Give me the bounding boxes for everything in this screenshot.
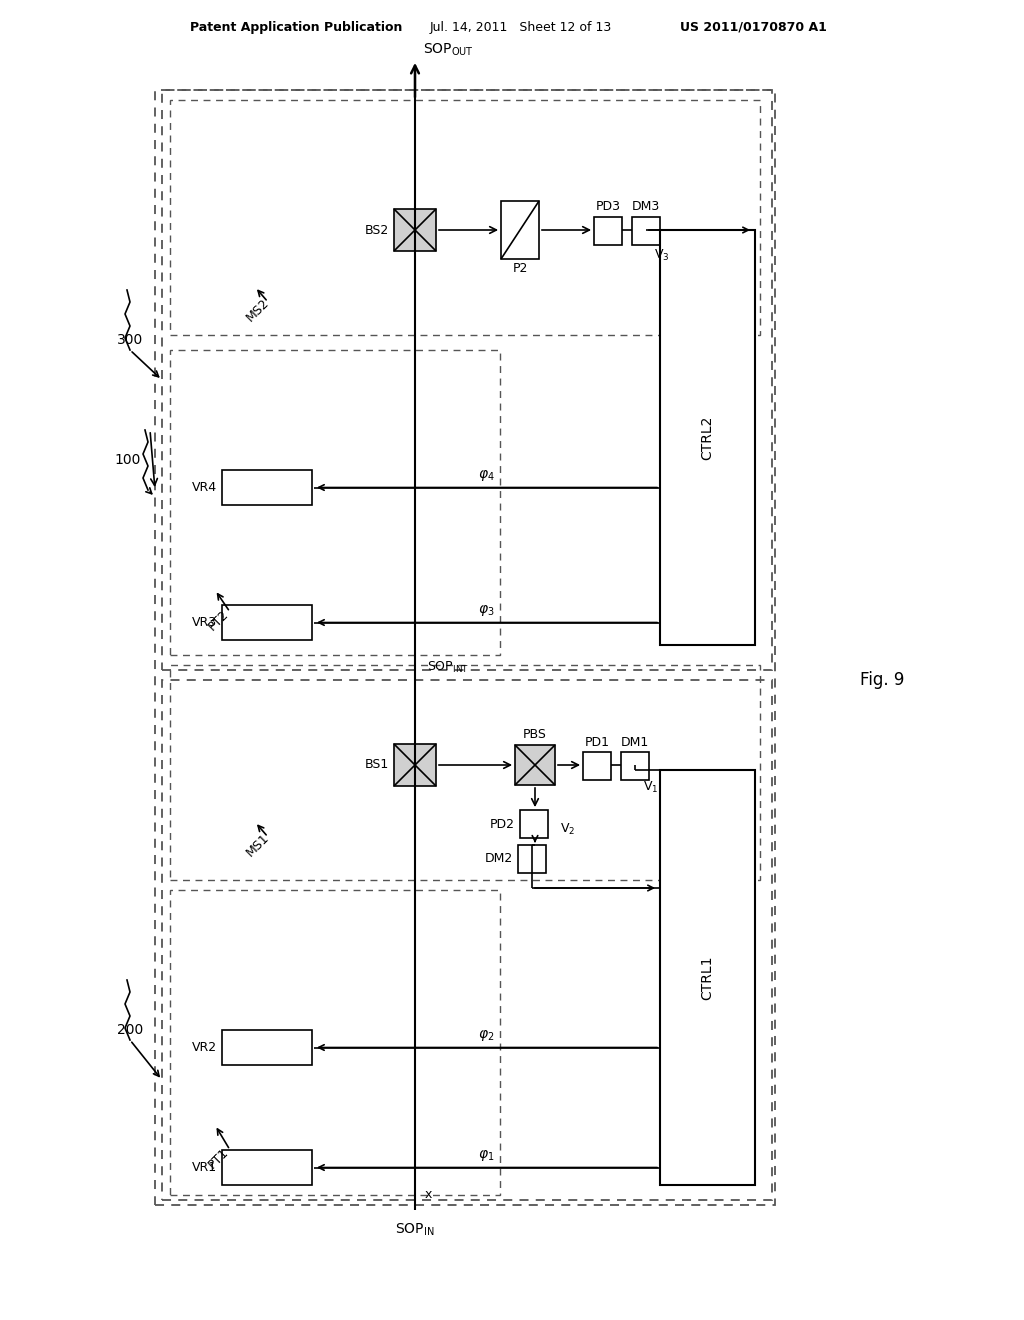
Bar [394,209,436,251]
Text: $\varphi_2$: $\varphi_2$ [478,1028,495,1043]
Bar [660,770,755,1185]
Bar [155,90,775,1205]
Text: DM2: DM2 [484,853,513,866]
Text: $\varphi_1$: $\varphi_1$ [478,1148,495,1163]
Text: PT2: PT2 [205,607,230,632]
Text: US 2011/0170870 A1: US 2011/0170870 A1 [680,21,826,33]
Bar [222,1030,312,1065]
Bar [162,90,772,671]
Text: SOP$_{\rm OUT}$: SOP$_{\rm OUT}$ [423,42,474,58]
Bar [632,216,660,246]
Bar [170,100,760,335]
Bar [621,752,649,780]
Text: 200: 200 [117,1023,143,1038]
Bar [518,845,546,873]
Text: V$_1$: V$_1$ [643,779,658,795]
Text: PT1: PT1 [205,1146,230,1171]
Text: P2: P2 [512,263,527,276]
Bar [660,230,755,645]
Bar [170,890,500,1195]
Text: $\varphi_4$: $\varphi_4$ [477,469,495,483]
Text: SOP$_{\rm IN}$: SOP$_{\rm IN}$ [395,1222,435,1238]
Bar [222,470,312,506]
Text: VR3: VR3 [191,616,217,630]
Text: MS2: MS2 [244,296,272,323]
Text: 300: 300 [117,333,143,347]
Text: x: x [425,1188,432,1201]
Bar [394,744,436,785]
Text: PBS: PBS [523,729,547,742]
Text: VR1: VR1 [191,1162,217,1173]
Text: 100: 100 [115,453,141,467]
Bar [170,350,500,655]
Text: Patent Application Publication: Patent Application Publication [190,21,402,33]
Text: $\varphi_3$: $\varphi_3$ [478,603,495,618]
Bar [515,744,555,785]
Bar [583,752,611,780]
Text: V$_3$: V$_3$ [654,247,670,263]
Text: DM3: DM3 [632,201,660,214]
Text: CTRL1: CTRL1 [700,956,715,999]
Bar [222,605,312,640]
Text: SOP$_{\rm INT}$: SOP$_{\rm INT}$ [427,660,469,675]
Text: V$_2$: V$_2$ [560,821,575,837]
Text: DM1: DM1 [621,735,649,748]
Text: VR4: VR4 [191,480,217,494]
Bar [594,216,622,246]
Text: PD2: PD2 [490,817,515,830]
Text: Jul. 14, 2011   Sheet 12 of 13: Jul. 14, 2011 Sheet 12 of 13 [430,21,612,33]
Bar [170,665,760,880]
Text: MS1: MS1 [244,832,272,859]
Bar [162,680,772,1200]
Text: PD3: PD3 [596,201,621,214]
Bar [222,1150,312,1185]
Text: Fig. 9: Fig. 9 [860,671,904,689]
Text: BS1: BS1 [365,759,389,771]
Bar [501,201,539,259]
Text: BS2: BS2 [365,223,389,236]
Text: PD1: PD1 [585,735,609,748]
Bar [520,810,548,838]
Text: CTRL2: CTRL2 [700,416,715,459]
Text: VR2: VR2 [191,1041,217,1053]
